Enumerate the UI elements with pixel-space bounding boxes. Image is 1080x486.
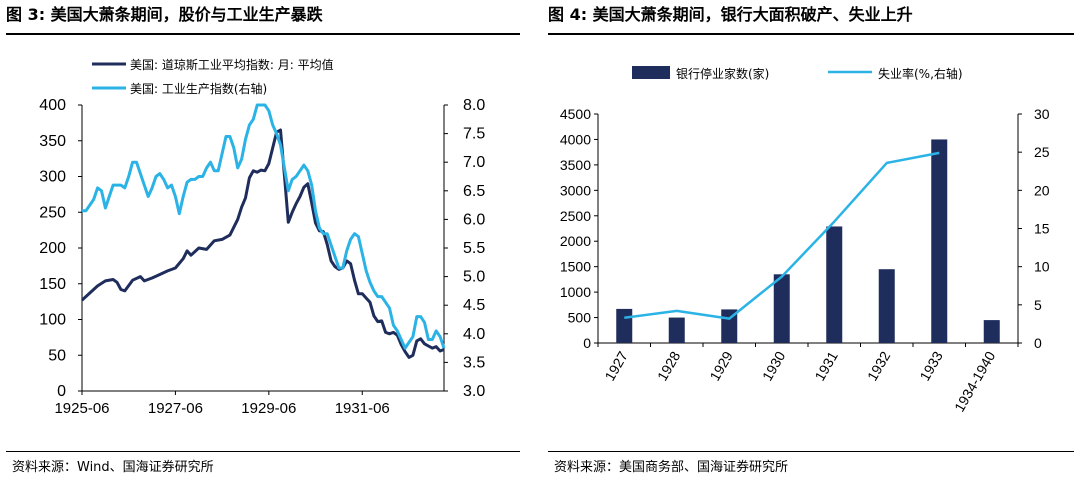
right-y-tick-label: 0 — [1034, 335, 1042, 351]
figure-4-source: 资料来源：美国商务部、国海证券研究所 — [554, 460, 789, 475]
left-y-tick-label: 0 — [57, 383, 66, 400]
right-y-tick-label: 15 — [1034, 221, 1050, 237]
x-tick-label: 1934-1940 — [951, 348, 998, 414]
right-y-tick-label: 4.0 — [463, 326, 485, 343]
left-y-tick-label: 4500 — [560, 106, 591, 122]
bank-failures-unemployment-chart: 0 500 1000 1500 2000 2500 3000 3500 4000 4500 0 5 10… — [560, 66, 1050, 414]
legend-label: 美国: 道琼斯工业平均指数: 月: 平均值 — [130, 57, 334, 72]
right-y-tick-label: 7.0 — [463, 154, 485, 171]
x-tick-label: 1927 — [601, 348, 631, 383]
left-y-tick-label: 2500 — [560, 208, 591, 224]
bank-failures-bar — [878, 269, 895, 343]
legend-label: 银行停业家数(家) — [676, 66, 769, 81]
right-y-tick-label: 3.5 — [463, 354, 485, 371]
x-tick-label: 1929-06 — [241, 400, 296, 417]
left-y-tick-label: 1000 — [560, 284, 591, 300]
right-y-tick-label: 30 — [1034, 106, 1050, 122]
stock-industrial-production-chart: 0 50 100 150 200 250 300 350 400 3.0 3.5 4.0 4.5 5.0 5… — [39, 57, 485, 417]
bank-failures-bar — [616, 308, 633, 343]
industrial-production-line — [82, 103, 446, 350]
bank-failures-bar — [931, 139, 948, 343]
left-y-tick-label: 200 — [39, 240, 66, 257]
left-y-tick-label: 1500 — [560, 259, 591, 275]
bank-failures-bar — [773, 274, 790, 343]
x-tick-label: 1932 — [864, 348, 894, 383]
left-y-tick-label: 400 — [39, 97, 66, 114]
left-y-tick-label: 0 — [583, 335, 591, 351]
x-tick-label: 1930 — [759, 348, 789, 383]
left-y-tick-label: 500 — [568, 310, 592, 326]
left-y-tick-label: 2000 — [560, 233, 591, 249]
bank-failures-bar — [826, 226, 843, 343]
right-y-tick-label: 3.0 — [463, 383, 485, 400]
figure-3-title-rule — [6, 33, 520, 35]
bank-failures-bar — [668, 317, 685, 343]
right-y-tick-label: 25 — [1034, 144, 1050, 160]
left-y-tick-label: 300 — [39, 169, 66, 186]
right-y-tick-label: 20 — [1034, 182, 1050, 198]
right-y-tick-label: 6.0 — [463, 211, 485, 228]
x-tick-label: 1929 — [706, 348, 736, 383]
x-tick-label: 1925-06 — [54, 400, 109, 417]
figure-3-source: 资料来源：Wind、国海证券研究所 — [12, 460, 214, 475]
right-y-tick-label: 4.5 — [463, 297, 485, 314]
figure-4-panel: 图 4: 美国大萧条期间，银行大面积破产、失业上升 0 500 1000 1500 20… — [542, 0, 1080, 486]
left-y-tick-label: 50 — [48, 347, 66, 364]
left-y-tick-label: 350 — [39, 133, 66, 150]
right-y-tick-label: 7.5 — [463, 126, 485, 143]
x-tick-label: 1927-06 — [148, 400, 203, 417]
bank-failures-bar — [983, 320, 1000, 343]
right-y-tick-label: 8.0 — [463, 97, 485, 114]
x-tick-label: 1928 — [654, 348, 684, 383]
left-y-tick-label: 150 — [39, 276, 66, 293]
legend-label: 失业率(%,右轴) — [878, 66, 963, 81]
right-y-tick-label: 6.5 — [463, 183, 485, 200]
figure-3-panel: 图 3: 美国大萧条期间，股价与工业生产暴跌 0 50 100 150 200 250 30… — [0, 0, 526, 486]
figure-4-bottom-rule — [548, 451, 1074, 452]
legend-swatch — [632, 66, 670, 79]
figure-3-title: 图 3: 美国大萧条期间，股价与工业生产暴跌 — [6, 5, 323, 24]
left-y-tick-label: 3000 — [560, 182, 591, 198]
right-y-tick-label: 5.5 — [463, 240, 485, 257]
x-tick-label: 1931-06 — [335, 400, 390, 417]
left-y-tick-label: 3500 — [560, 157, 591, 173]
x-tick-label: 1931 — [811, 348, 841, 383]
left-y-tick-label: 4000 — [560, 131, 591, 147]
left-y-tick-label: 250 — [39, 204, 66, 221]
dow-jones-line — [80, 128, 445, 359]
unemployment-line — [624, 151, 940, 320]
legend-label: 美国: 工业生产指数(右轴) — [130, 81, 267, 96]
left-y-tick-label: 100 — [39, 312, 66, 329]
right-y-tick-label: 5.0 — [463, 269, 485, 286]
figure-4-title: 图 4: 美国大萧条期间，银行大面积破产、失业上升 — [548, 5, 913, 24]
right-y-tick-label: 5 — [1034, 297, 1042, 313]
right-y-tick-label: 10 — [1034, 259, 1050, 275]
figure-3-bottom-rule — [6, 451, 520, 452]
figure-4-title-rule — [548, 33, 1074, 35]
x-tick-label: 1933 — [916, 348, 946, 383]
